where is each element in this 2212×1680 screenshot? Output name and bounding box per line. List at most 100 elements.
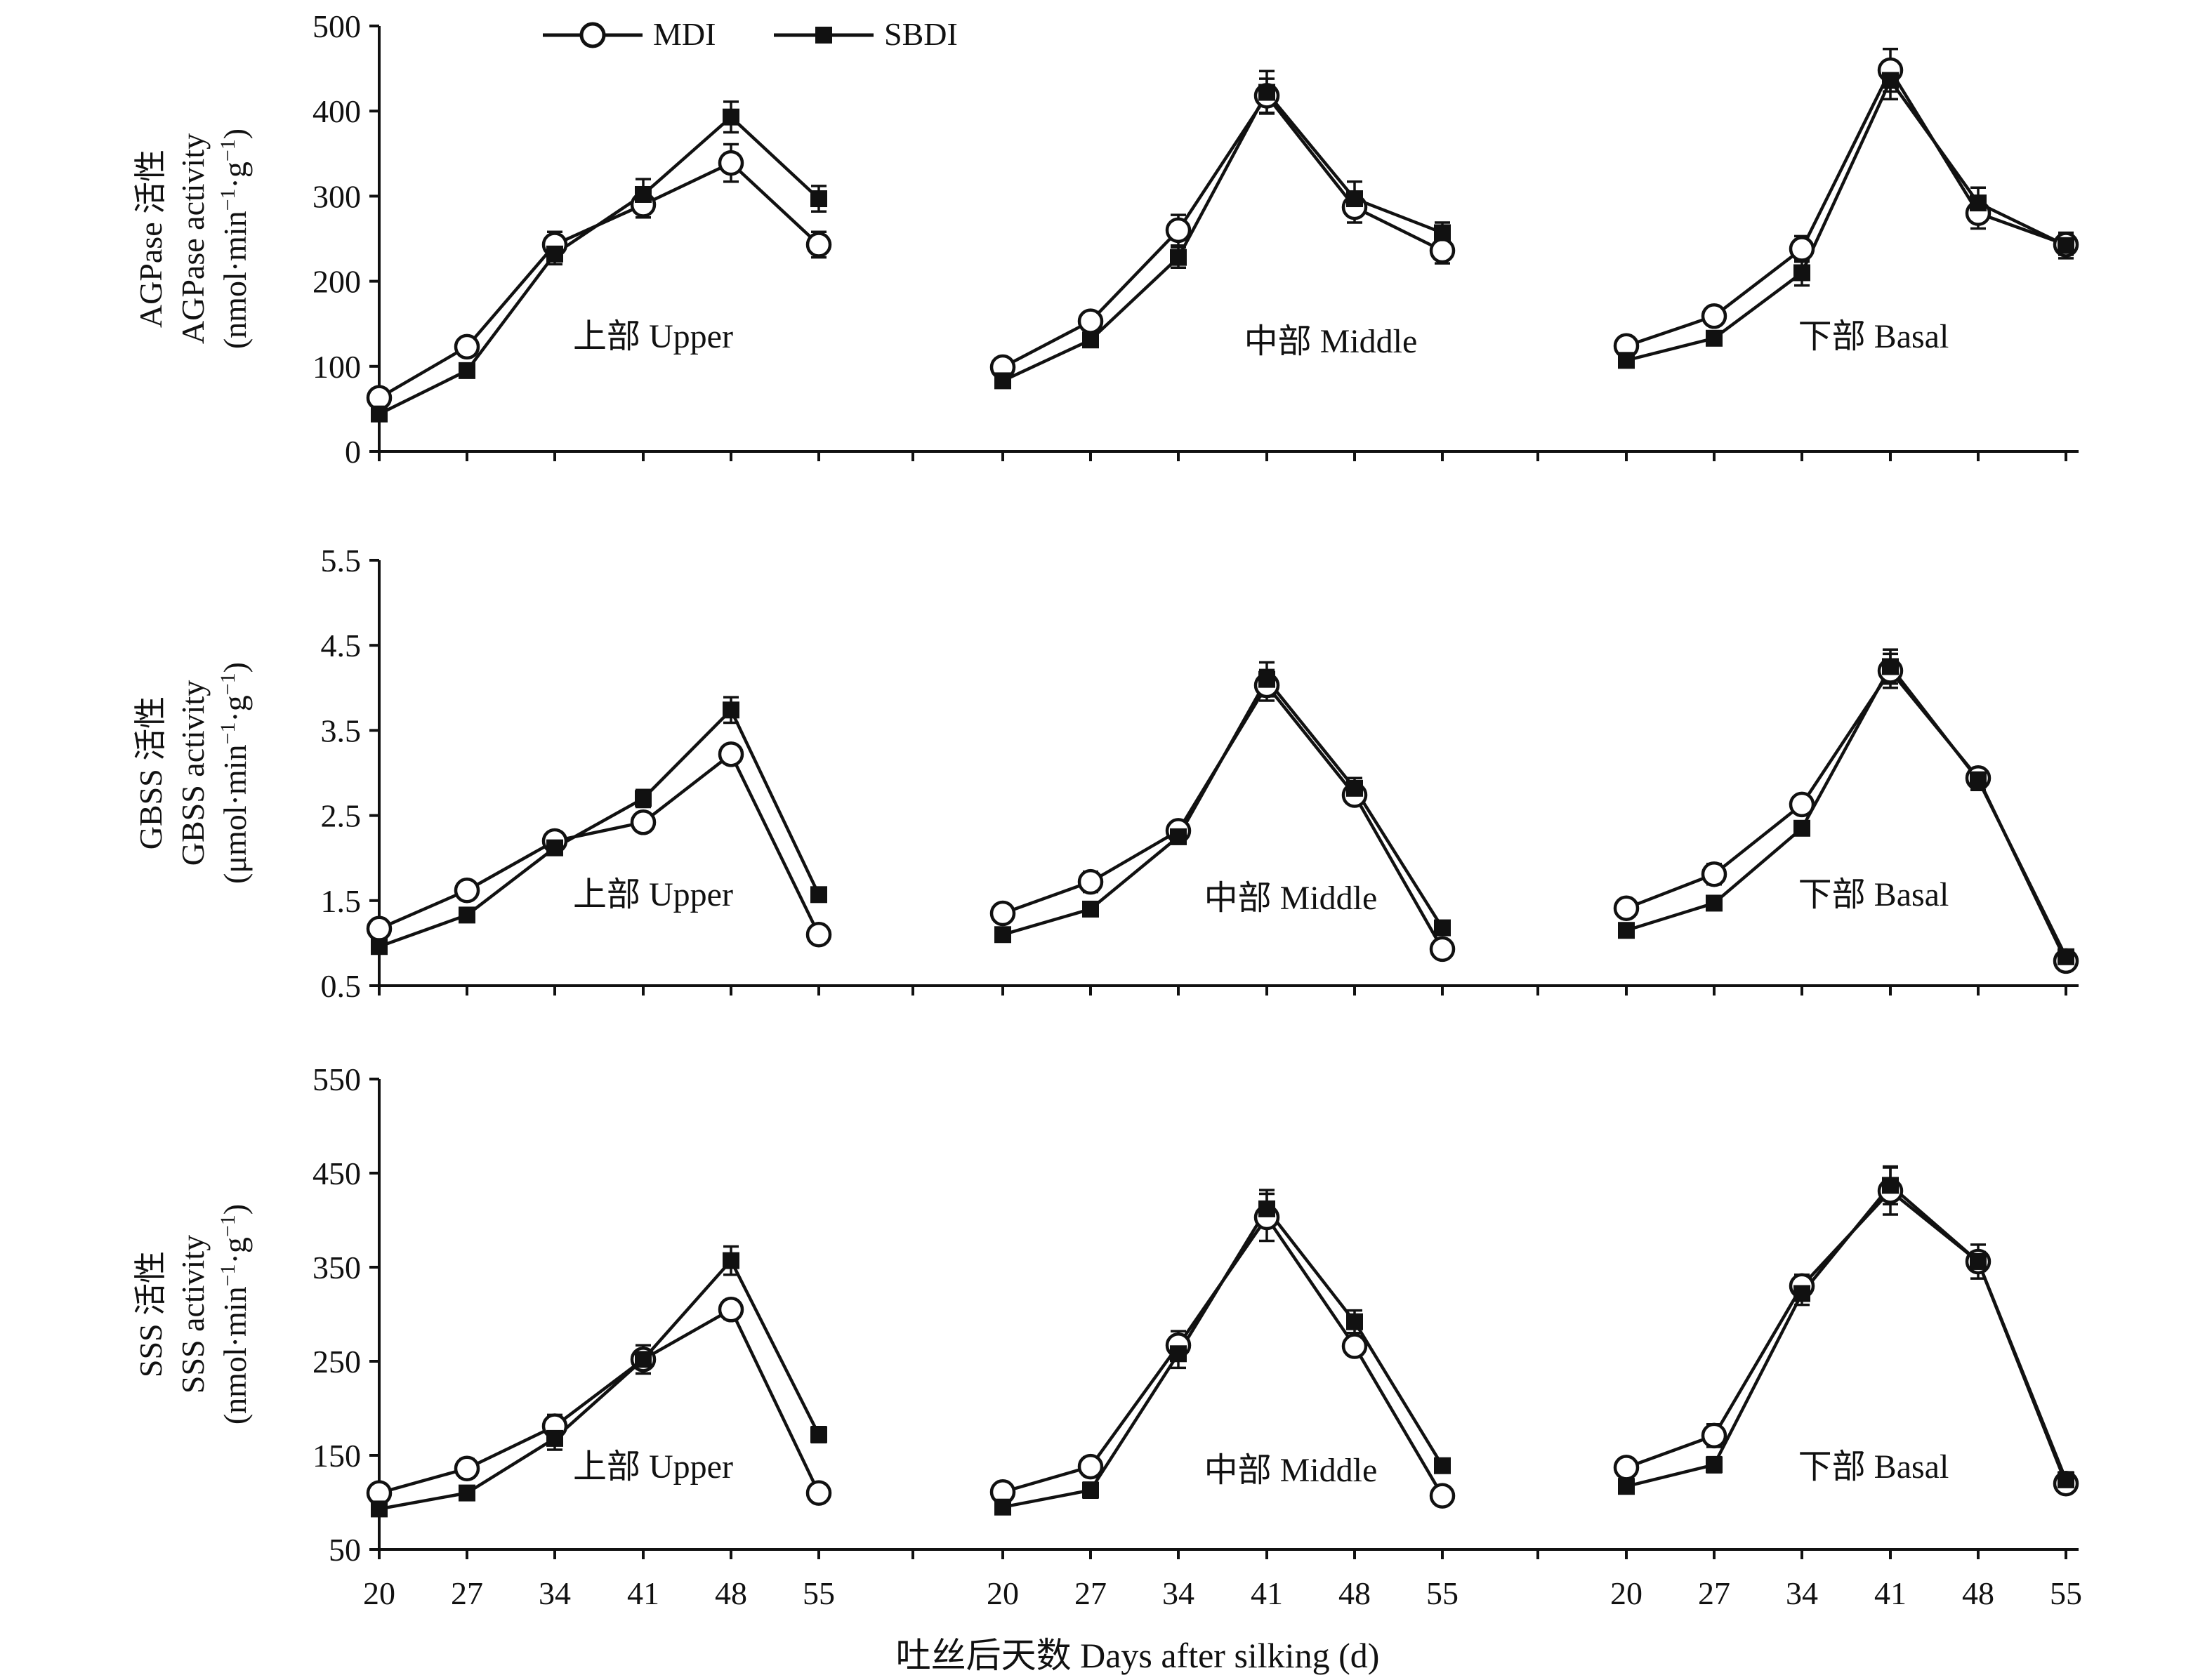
panel-sss-point-sbdi — [371, 1500, 388, 1518]
panel-gbss-series-line-mdi — [1626, 669, 2068, 962]
panel-gbss-point-sbdi — [1346, 779, 1363, 797]
panel-agpase-ylabel-line: AGPase 活性 — [133, 150, 169, 328]
x-tick-label: 20 — [1610, 1575, 1642, 1611]
panel-gbss-point-sbdi — [810, 886, 827, 904]
panel-agpase-point-sbdi — [1618, 352, 1635, 369]
panel-sss-point-sbdi — [723, 1252, 739, 1269]
panel-sss-group-label: 下部 Basal — [1798, 1448, 1949, 1486]
panel-gbss-point-sbdi — [1970, 771, 1987, 788]
panel-gbss-point-sbdi — [1082, 900, 1099, 918]
panel-agpase-y-tick-label: 200 — [312, 264, 361, 300]
panel-sss-point-mdi — [1077, 1453, 1104, 1480]
panel-sss-point-mdi — [718, 1297, 744, 1323]
panel-gbss-point-mdi — [630, 809, 657, 835]
panel-sss-ylabel-line: SSS activity — [175, 1235, 211, 1394]
panel-gbss: 0.5 1.5 2.5 3.5 4.5 5.5 GBSS 活性 GBSS activity (μ… — [133, 543, 2079, 1004]
panel-gbss-y-tick-label: 0.5 — [321, 968, 362, 1004]
panel-agpase-series-line-mdi — [378, 161, 820, 399]
x-tick-label: 27 — [451, 1575, 483, 1611]
panel-sss-series-line-sbdi — [1002, 1207, 1444, 1509]
panel-sss: 50 150 250 350 450 550 20 27 34 41 48 55 20 27 34 41 48 5… — [133, 1061, 2082, 1611]
x-tick-label: 41 — [1251, 1575, 1283, 1611]
panel-gbss-point-sbdi — [2058, 948, 2074, 965]
panel-gbss-point-sbdi — [1434, 919, 1451, 937]
panel-gbss-y-tick-label: 2.5 — [321, 798, 362, 834]
panel-agpase-point-sbdi — [1706, 329, 1723, 347]
panel-gbss-point-mdi — [454, 878, 480, 904]
x-tick-label: 34 — [1162, 1575, 1194, 1611]
panel-gbss-point-sbdi — [1170, 828, 1187, 845]
panel-agpase-ylabel-line: AGPase activity — [175, 133, 211, 344]
x-tick-label: 27 — [1698, 1575, 1730, 1611]
panel-gbss-series-line-mdi — [378, 753, 821, 936]
panel-sss-y-tick-label: 350 — [312, 1250, 361, 1285]
x-tick-label: 20 — [363, 1575, 395, 1611]
panel-agpase-point-mdi — [1165, 217, 1192, 244]
legend-label-mdi: MDI — [653, 16, 716, 52]
panel-agpase-y-tick-label: 100 — [312, 349, 361, 385]
panel-sss-point-sbdi — [1706, 1456, 1723, 1474]
panel-agpase-point-sbdi — [1882, 72, 1899, 89]
panel-sss-point-sbdi — [1258, 1200, 1275, 1217]
panel-gbss-y-tick-label: 5.5 — [321, 543, 362, 578]
panel-gbss-point-mdi — [1789, 791, 1815, 818]
panel-gbss-ylabel-unit: (μmol·min−1·g−1) — [216, 662, 253, 884]
panel-sss-series-line-mdi — [1626, 1189, 2068, 1485]
panel-sss-series-line-sbdi — [1626, 1184, 2068, 1488]
x-tick-label: 41 — [627, 1575, 659, 1611]
panel-gbss-point-sbdi — [723, 701, 739, 719]
panel-sss-point-sbdi — [546, 1429, 563, 1447]
panel-gbss-point-sbdi — [1618, 922, 1635, 939]
panel-agpase-point-sbdi — [1258, 84, 1275, 101]
panel-agpase-point-mdi — [1429, 237, 1456, 264]
legend-item-sbdi: SBDI — [774, 16, 958, 52]
panel-gbss-point-sbdi — [1882, 658, 1899, 675]
panel-gbss-point-mdi — [1077, 868, 1104, 895]
panel-sss-point-mdi — [1429, 1483, 1456, 1509]
panel-gbss-y-tick-label: 4.5 — [321, 628, 362, 663]
panel-gbss-point-mdi — [1429, 936, 1456, 963]
x-axis-title: 吐丝后天数 Days after silking (d) — [896, 1636, 1380, 1675]
panel-sss-y-tick-label: 150 — [312, 1438, 361, 1474]
panel-sss-y-tick-label: 550 — [312, 1061, 361, 1097]
legend-label-sbdi: SBDI — [884, 16, 958, 52]
panel-sss-series-line-sbdi — [378, 1259, 821, 1511]
x-tick-label: 48 — [715, 1575, 747, 1611]
panel-agpase-group-label: 下部 Basal — [1798, 318, 1949, 355]
panel-gbss-y-tick-label: 1.5 — [321, 883, 362, 919]
panel-gbss-point-mdi — [989, 900, 1016, 927]
panel-agpase-group-label: 上部 Upper — [573, 318, 733, 355]
panel-agpase-point-sbdi — [2058, 237, 2074, 254]
panel-gbss-point-mdi — [718, 741, 744, 767]
panel-sss-point-mdi — [805, 1480, 832, 1506]
panel-agpase-point-mdi — [718, 150, 744, 176]
panel-gbss-point-sbdi — [994, 926, 1011, 944]
panel-sss-point-sbdi — [1170, 1345, 1187, 1363]
panel-gbss-group-label: 下部 Basal — [1798, 876, 1949, 913]
panel-sss-point-sbdi — [994, 1498, 1011, 1516]
panel-sss-point-mdi — [1341, 1333, 1368, 1359]
panel-agpase-point-sbdi — [723, 108, 739, 126]
panel-gbss-group-label: 中部 Middle — [1204, 880, 1378, 917]
panel-sss-point-sbdi — [1346, 1313, 1363, 1330]
panel-sss-series-line-mdi — [378, 1308, 821, 1495]
panel-agpase-point-sbdi — [994, 372, 1011, 390]
x-tick-label: 27 — [1074, 1575, 1107, 1611]
panel-agpase: 0 100 200 300 400 500 AGPase 活性 AGPase activity… — [133, 8, 2079, 470]
panel-agpase-point-mdi — [1077, 308, 1104, 334]
panel-sss-y-tick-label: 450 — [312, 1156, 361, 1191]
panel-gbss-point-sbdi — [1793, 819, 1810, 837]
panel-agpase-series-line-sbdi — [378, 115, 820, 416]
panel-agpase-series-line-sbdi — [1626, 79, 2067, 362]
panel-sss-point-sbdi — [1793, 1285, 1810, 1302]
panel-sss-point-sbdi — [1618, 1478, 1635, 1495]
x-tick-label: 20 — [987, 1575, 1019, 1611]
panel-sss-y-tick-label: 250 — [312, 1344, 361, 1380]
panel-gbss-series-line-sbdi — [378, 708, 821, 948]
panel-agpase-point-sbdi — [635, 185, 652, 203]
panel-agpase-group-label: 中部 Middle — [1244, 323, 1418, 360]
panel-agpase-point-sbdi — [546, 245, 563, 263]
x-tick-label: 34 — [1786, 1575, 1818, 1611]
panel-sss-point-mdi — [1701, 1422, 1727, 1449]
